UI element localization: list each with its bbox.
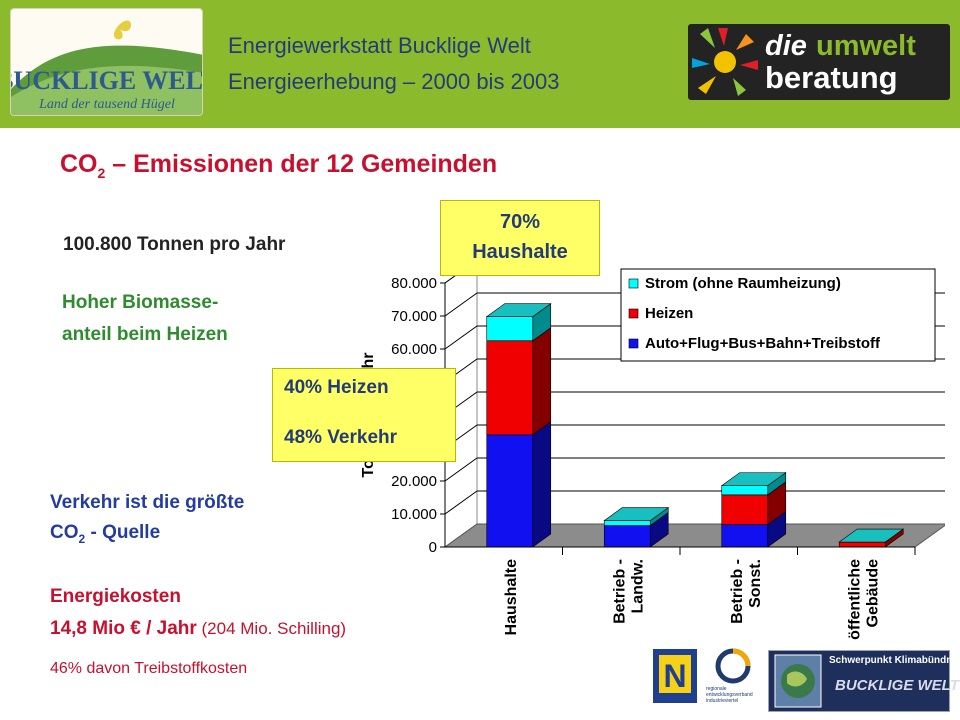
bar-segment — [721, 485, 769, 496]
regional-logo-text: regionale entwicklungsverband industriev… — [706, 686, 753, 704]
klimabuendnis-title: Schwerpunkt Klimabündnis — [829, 655, 960, 666]
bar-segment — [721, 524, 769, 548]
y-tick-label: 60.000 — [391, 341, 437, 358]
heizen-callout-line: 40% Heizen — [284, 377, 389, 398]
header-title-line2: Energieerhebung – 2000 bis 2003 — [228, 69, 560, 94]
logo-left-line2: Land der tausend Hügel — [38, 97, 175, 112]
bar-top — [838, 528, 905, 543]
x-category-label: Landw. — [629, 559, 646, 614]
butterfly-icon — [113, 20, 131, 40]
bar-top — [603, 507, 670, 521]
regional-development-logo: regionale entwicklungsverband industriev… — [704, 648, 762, 704]
x-category-label: Sonst. — [747, 559, 764, 608]
bar-top — [485, 303, 552, 317]
legend-box — [620, 268, 936, 362]
verkehr-note-co: CO — [50, 522, 79, 543]
energy-costs-euro: 14,8 Mio € / Jahr — [50, 618, 197, 639]
bar-top — [720, 472, 787, 486]
y-gridline-diagonal — [444, 292, 478, 317]
bar-segment-side — [532, 327, 552, 436]
y-tick-label: 10.000 — [391, 506, 437, 523]
bar-segment — [721, 494, 769, 525]
total-emissions-text: 100.800 Tonnen pro Jahr — [63, 234, 286, 255]
sun-flower-icon — [692, 28, 758, 96]
verkehr-note-line2: CO2 - Quelle — [50, 522, 160, 546]
slide-title-suffix: – Emissionen der 12 Gemeinden — [105, 150, 498, 178]
bar-segment — [486, 340, 534, 436]
umweltberatung-logo: die umwelt beratung — [688, 24, 950, 100]
logo-word-die: die — [765, 30, 807, 62]
slide-title-subscript: 2 — [97, 165, 106, 181]
bar-segment — [603, 525, 651, 548]
verkehr-note-subscript: 2 — [78, 531, 86, 546]
bar-segment — [486, 434, 534, 548]
y-gridline-diagonal — [444, 325, 478, 350]
x-category-label: Betrieb - — [729, 559, 746, 624]
haushalte-callout-line2: Haushalte — [472, 241, 568, 263]
slide-title: CO2 – Emissionen der 12 Gemeinden — [60, 150, 497, 181]
fuel-costs-note: 46% davon Treibstoffkosten — [50, 660, 248, 677]
emissions-chart: 010.00020.00030.00040.00050.00060.00070.… — [360, 265, 945, 640]
verkehr-note-suffix: - Quelle — [85, 522, 161, 543]
regional-logo-circle-icon — [715, 648, 751, 684]
klimabuendnis-region: BUCKLIGE WELT — [835, 677, 959, 694]
x-category-label: Gebäude — [864, 559, 881, 628]
legend-swatch — [628, 338, 639, 349]
bucklige-welt-logo-graphic: BUCKLIGE WELT Land der tausend Hügel — [11, 20, 203, 115]
y-gridline-diagonal — [444, 457, 478, 482]
legend-label: Heizen — [645, 305, 693, 322]
bar-segment — [486, 316, 534, 342]
y-gridline-diagonal — [444, 490, 478, 515]
legend-label: Strom (ohne Raumheizung) — [645, 275, 841, 292]
heizen-verkehr-callout: 40% Heizen 48% Verkehr — [272, 368, 456, 462]
haushalte-callout: 70% Haushalte — [440, 200, 600, 276]
haushalte-callout-line1: 70% — [499, 211, 541, 233]
bar-segment — [838, 541, 886, 548]
noe-logo-field — [659, 655, 691, 693]
logo-word-umwelt: umwelt — [816, 30, 916, 62]
header-title-line1: Energiewerkstatt Bucklige Welt — [228, 33, 531, 58]
x-category-label: Betrieb - — [611, 559, 628, 624]
legend-label: Auto+Flug+Bus+Bahn+Treibstoff — [645, 335, 881, 352]
y-tick-label: 80.000 — [391, 275, 437, 292]
verkehr-callout-line: 48% Verkehr — [284, 427, 398, 448]
bar-segment — [603, 520, 651, 526]
legend-swatch — [628, 308, 639, 319]
y-tick-label: 70.000 — [391, 308, 437, 325]
logo-word-beratung: beratung — [765, 60, 898, 95]
verkehr-note-line1: Verkehr ist die größte — [50, 492, 245, 513]
x-category-label: öffentliche — [846, 559, 863, 640]
bucklige-welt-logo: BUCKLIGE WELT Land der tausend Hügel — [10, 8, 203, 116]
energy-costs-amount: 14,8 Mio € / Jahr (204 Mio. Schilling) — [50, 618, 346, 640]
klimabuendnis-logo: Schwerpunkt Klimabündnis BUCKLIGE WELT — [768, 650, 960, 712]
energy-costs-heading: Energiekosten — [50, 586, 181, 607]
hill-shape-front — [11, 65, 202, 115]
y-tick-label: 0 — [429, 539, 437, 556]
energy-costs-schilling: (204 Mio. Schilling) — [196, 619, 347, 638]
biomass-note-line2: anteil beim Heizen — [62, 324, 228, 345]
legend-swatch — [628, 278, 639, 289]
noe-logo: N — [653, 649, 697, 703]
noe-logo-letter: N — [663, 658, 686, 694]
logo-left-line1: BUCKLIGE WELT — [11, 66, 203, 95]
slide-title-prefix: CO — [60, 150, 98, 178]
bar-segment-side — [532, 421, 552, 548]
chart-legend: Strom (ohne Raumheizung) Heizen Auto+Flug+… — [620, 268, 936, 362]
header-banner: BUCKLIGE WELT Land der tausend Hügel Ene… — [0, 0, 960, 128]
y-tick-label: 20.000 — [391, 473, 437, 490]
globe-icon — [774, 654, 822, 708]
x-category-label: Haushalte — [503, 559, 520, 636]
biomass-note-line1: Hoher Biomasse- — [62, 292, 219, 313]
chart-plot-area: 010.00020.00030.00040.00050.00060.00070.… — [360, 265, 945, 640]
